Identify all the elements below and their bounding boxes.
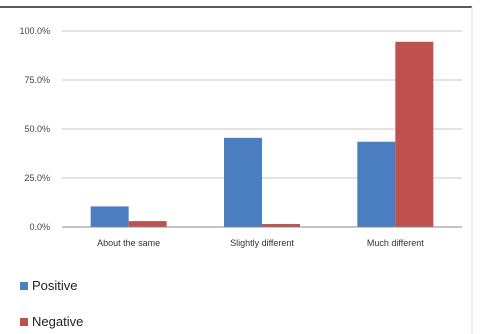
y-tick-label: 75.0%: [24, 75, 50, 85]
bar-positive-1: [90, 206, 129, 227]
x-axis-category-labels: About the same Slightly different Much dif…: [97, 238, 424, 248]
bar-negative-2: [262, 224, 300, 227]
y-tick-label: 0.0%: [29, 222, 50, 232]
legend-item-negative: Negative: [20, 314, 83, 329]
y-tick-label: 100.0%: [19, 26, 50, 36]
bar-negative-3: [395, 41, 434, 227]
bars: [90, 41, 434, 227]
y-axis-tick-labels: 0.0% 25.0% 50.0% 75.0% 100.0%: [19, 26, 50, 232]
bar-positive-3: [357, 141, 396, 227]
legend-swatch-negative: [20, 317, 28, 326]
legend-label-positive: Positive: [32, 278, 78, 293]
bar-negative-1: [128, 221, 167, 227]
legend-swatch-positive: [20, 281, 28, 290]
y-tick-label: 50.0%: [24, 124, 50, 134]
x-category-label: Slightly different: [230, 238, 294, 248]
x-category-label: Much different: [367, 238, 424, 248]
bar-positive-2: [224, 137, 262, 227]
x-category-label: About the same: [97, 238, 160, 248]
legend-item-positive: Positive: [20, 278, 78, 293]
legend-label-negative: Negative: [32, 314, 84, 329]
y-tick-label: 25.0%: [24, 173, 50, 183]
